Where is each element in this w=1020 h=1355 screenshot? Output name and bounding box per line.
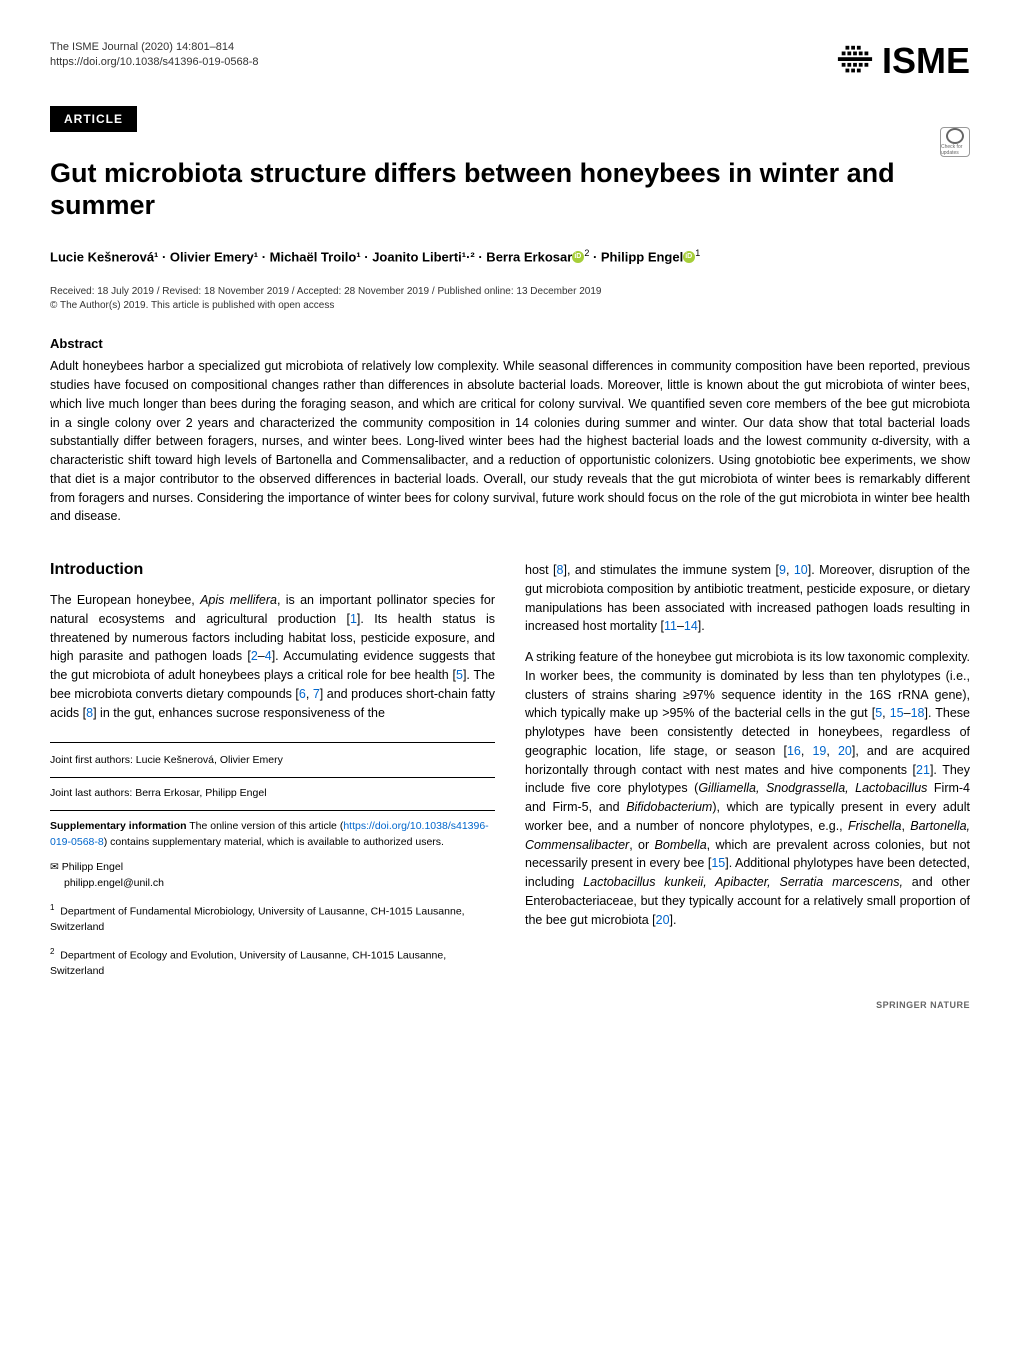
text-fragment: ]. bbox=[670, 913, 677, 927]
text-fragment: , bbox=[901, 819, 910, 833]
citation-link[interactable]: 6 bbox=[299, 687, 306, 701]
check-updates-label: Check for updates bbox=[941, 144, 969, 156]
text-fragment: , bbox=[882, 706, 890, 720]
orcid-icon[interactable] bbox=[572, 251, 584, 263]
journal-name: The ISME Journal (2020) 14:801–814 bbox=[50, 40, 259, 55]
affiliation-2: 2 Department of Ecology and Evolution, U… bbox=[50, 946, 495, 980]
joint-first-authors: Joint first authors: Lucie Kešnerová, Ol… bbox=[50, 753, 495, 769]
citation-link[interactable]: 15 bbox=[711, 856, 725, 870]
article-tag: ARTICLE bbox=[50, 106, 137, 132]
text-fragment: – bbox=[904, 706, 911, 720]
text-fragment: , or bbox=[629, 838, 654, 852]
authors-main: Lucie Kešnerová¹ · Olivier Emery¹ · Mich… bbox=[50, 249, 572, 264]
species-name: Gilliamella, Snodgrassella, Lactobacillu… bbox=[698, 781, 927, 795]
authors-list: Lucie Kešnerová¹ · Olivier Emery¹ · Mich… bbox=[50, 247, 970, 267]
citation-link[interactable]: 14 bbox=[684, 619, 698, 633]
citation-link[interactable]: 15 bbox=[890, 706, 904, 720]
orcid-icon[interactable] bbox=[683, 251, 695, 263]
joint-last-authors: Joint last authors: Berra Erkosar, Phili… bbox=[50, 786, 495, 802]
text-fragment: , bbox=[826, 744, 838, 758]
article-bar-row: ARTICLE Check for updates bbox=[50, 106, 970, 157]
text-fragment: ) contains supplementary material, which… bbox=[104, 836, 444, 848]
text-fragment: The online version of this article ( bbox=[187, 820, 344, 832]
author-sup-engel: 1 bbox=[695, 248, 700, 258]
affil-sup: 2 bbox=[50, 947, 54, 956]
abstract-text: Adult honeybees harbor a specialized gut… bbox=[50, 357, 970, 526]
check-updates-badge[interactable]: Check for updates bbox=[940, 127, 970, 157]
text-fragment: ] in the gut, enhances sucrose responsiv… bbox=[93, 706, 385, 720]
text-fragment: The European honeybee, bbox=[50, 593, 200, 607]
two-column-layout: Introduction The European honeybee, Apis… bbox=[50, 561, 970, 980]
text-fragment: , bbox=[306, 687, 313, 701]
citation-link[interactable]: 1 bbox=[350, 612, 357, 626]
journal-doi: https://doi.org/10.1038/s41396-019-0568-… bbox=[50, 55, 259, 70]
affil-text: Department of Fundamental Microbiology, … bbox=[50, 905, 465, 933]
article-dates: Received: 18 July 2019 / Revised: 18 Nov… bbox=[50, 286, 970, 297]
publisher-logo: SPRINGER NATURE bbox=[50, 1000, 970, 1010]
divider bbox=[50, 777, 495, 778]
citation-link[interactable]: 20 bbox=[656, 913, 670, 927]
intro-para3: A striking feature of the honeybee gut m… bbox=[525, 648, 970, 929]
citation-link[interactable]: 9 bbox=[779, 563, 786, 577]
citation-link[interactable]: 2 bbox=[251, 649, 258, 663]
citation-link[interactable]: 10 bbox=[794, 563, 808, 577]
header-row: The ISME Journal (2020) 14:801–814 https… bbox=[50, 40, 970, 91]
authors-engel: · Philipp Engel bbox=[589, 249, 683, 264]
right-column: host [8], and stimulates the immune syst… bbox=[525, 561, 970, 980]
citation-link[interactable]: 20 bbox=[838, 744, 852, 758]
citation-link[interactable]: 18 bbox=[911, 706, 925, 720]
species-name: Bifidobacterium bbox=[626, 800, 712, 814]
isme-logo: ISME bbox=[836, 40, 970, 82]
corr-name: Philipp Engel bbox=[59, 861, 123, 873]
left-column: Introduction The European honeybee, Apis… bbox=[50, 561, 495, 980]
species-name: Lactobacillus kunkeii, Apibacter, Serrat… bbox=[583, 875, 903, 889]
corresponding-author: ✉ Philipp Engel philipp.engel@unil.ch bbox=[50, 860, 495, 892]
intro-para2: host [8], and stimulates the immune syst… bbox=[525, 561, 970, 636]
abstract-heading: Abstract bbox=[50, 336, 970, 351]
supp-label: Supplementary information bbox=[50, 820, 187, 832]
affil-sup: 1 bbox=[50, 903, 54, 912]
supplementary-info: Supplementary information The online ver… bbox=[50, 819, 495, 851]
species-name: Frischella bbox=[848, 819, 902, 833]
intro-para1: The European honeybee, Apis mellifera, i… bbox=[50, 591, 495, 722]
text-fragment: – bbox=[258, 649, 265, 663]
text-fragment: ]. bbox=[698, 619, 705, 633]
citation-link[interactable]: 5 bbox=[456, 668, 463, 682]
text-fragment: ], and stimulates the immune system [ bbox=[563, 563, 779, 577]
article-title: Gut microbiota structure differs between… bbox=[50, 157, 970, 222]
citation-link[interactable]: 4 bbox=[265, 649, 272, 663]
citation-link[interactable]: 19 bbox=[812, 744, 826, 758]
citation-link[interactable]: 16 bbox=[787, 744, 801, 758]
globe-icon bbox=[836, 42, 874, 80]
divider bbox=[50, 810, 495, 811]
introduction-heading: Introduction bbox=[50, 561, 495, 579]
affil-text: Department of Ecology and Evolution, Uni… bbox=[50, 949, 446, 977]
journal-meta: The ISME Journal (2020) 14:801–814 https… bbox=[50, 40, 259, 71]
citation-link[interactable]: 21 bbox=[916, 763, 930, 777]
affiliation-1: 1 Department of Fundamental Microbiology… bbox=[50, 902, 495, 936]
text-fragment: , bbox=[801, 744, 813, 758]
citation-link[interactable]: 7 bbox=[313, 687, 320, 701]
species-name: Apis mellifera bbox=[200, 593, 277, 607]
isme-logo-text: ISME bbox=[882, 40, 970, 82]
text-fragment: – bbox=[677, 619, 684, 633]
check-updates-icon bbox=[946, 128, 964, 144]
text-fragment: , bbox=[786, 563, 794, 577]
mail-icon: ✉ bbox=[50, 861, 59, 873]
footnote-box: Joint first authors: Lucie Kešnerová, Ol… bbox=[50, 742, 495, 980]
corr-email[interactable]: philipp.engel@unil.ch bbox=[64, 877, 164, 889]
copyright-line: © The Author(s) 2019. This article is pu… bbox=[50, 300, 970, 311]
text-fragment: host [ bbox=[525, 563, 557, 577]
species-name: Bombella bbox=[655, 838, 707, 852]
citation-link[interactable]: 11 bbox=[664, 619, 677, 633]
